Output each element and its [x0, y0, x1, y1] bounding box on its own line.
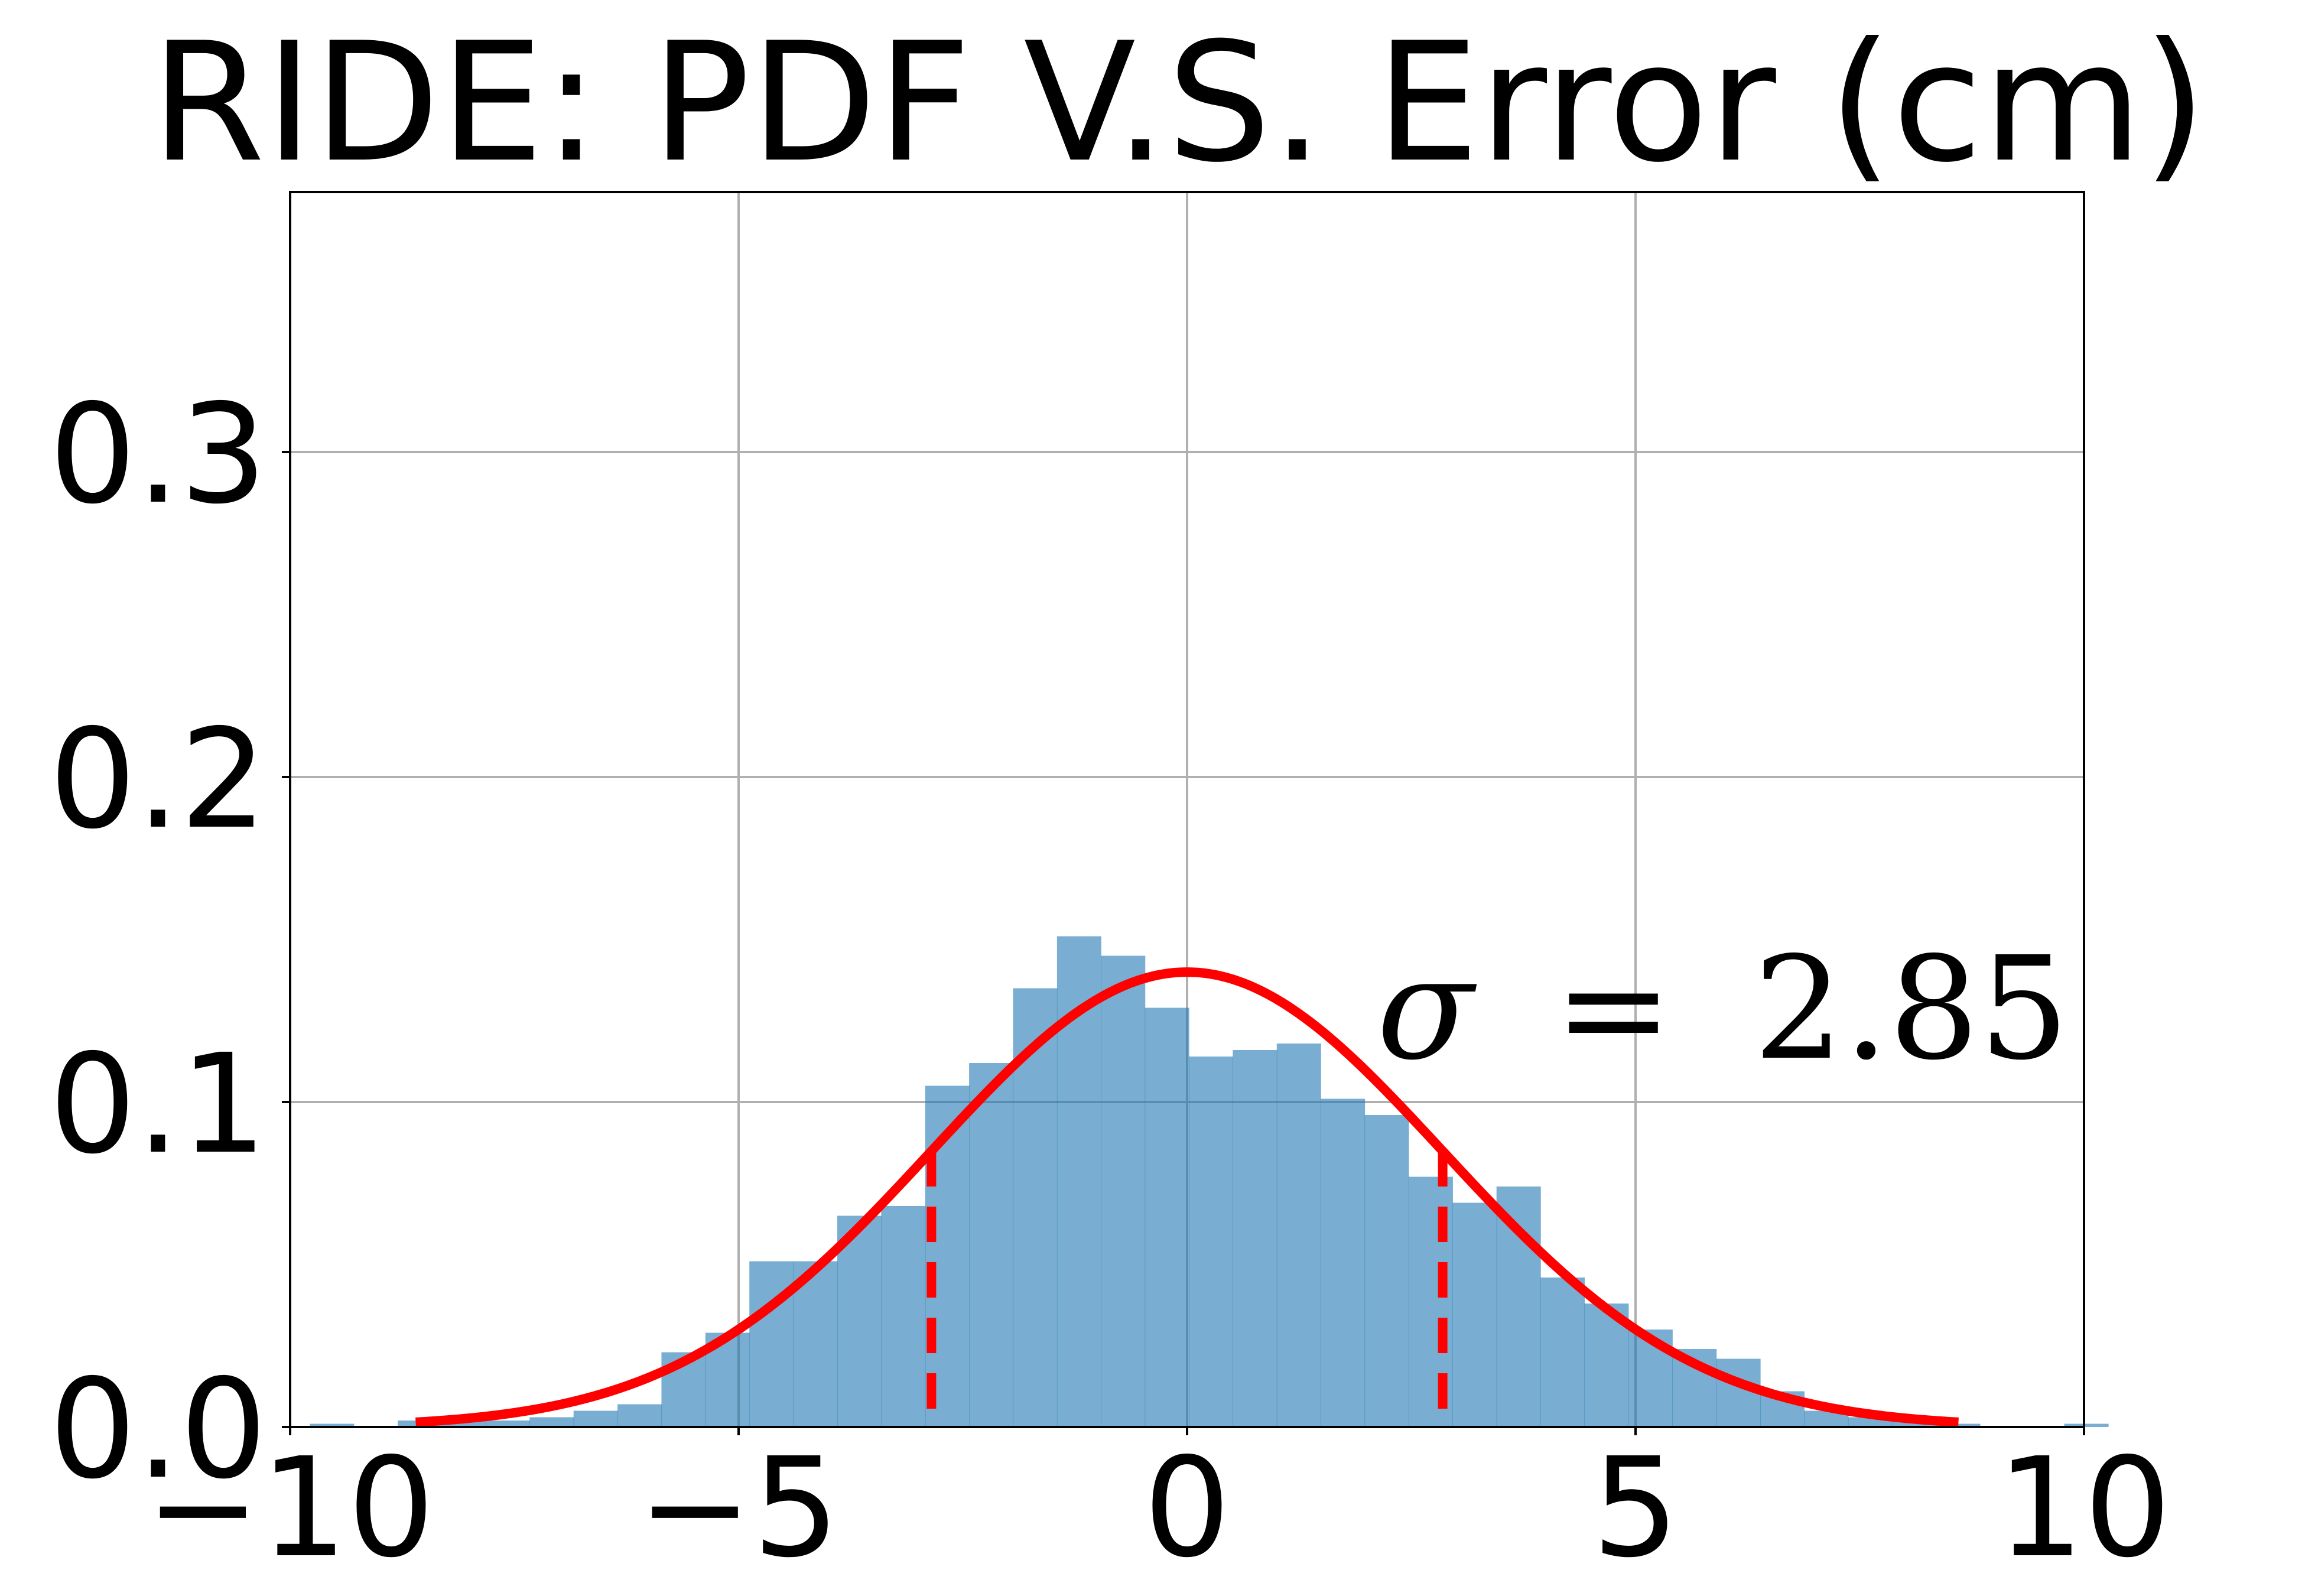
histogram-bar: [969, 1063, 1014, 1427]
histogram-bar: [310, 1423, 355, 1427]
chart-title: RIDE: PDF V.S. Error (cm): [151, 7, 2206, 199]
x-tick-label: 10: [1997, 1428, 2171, 1588]
histogram-bar: [1101, 955, 1146, 1427]
histogram-bar: [1496, 1187, 1541, 1427]
x-tick-labels: −10 −5 0 5 10: [145, 1428, 2171, 1588]
histogram-bars: [310, 936, 2109, 1427]
histogram-bar: [1233, 1050, 1277, 1427]
histogram-bar: [749, 1261, 794, 1427]
sigma-symbol: σ: [1377, 926, 1477, 1091]
histogram-bar: [1145, 1007, 1189, 1427]
grid: [290, 192, 2084, 1427]
histogram-bar: [1540, 1278, 1585, 1427]
histogram-bar: [1452, 1202, 1497, 1427]
pdf-fit-curve: [415, 967, 1959, 1427]
annotation-equals: =: [1554, 926, 1673, 1091]
histogram-bar: [1276, 1044, 1321, 1427]
sigma-value: 2.85: [1754, 926, 2069, 1091]
histogram-bar: [573, 1410, 618, 1427]
y-tick-label: 0.3: [49, 375, 267, 534]
y-tick-labels: 0.0 0.1 0.2 0.3: [49, 375, 267, 1509]
x-tick-label: 0: [1143, 1428, 1231, 1588]
x-tick-label: 5: [1592, 1428, 1679, 1588]
sigma-annotation: σ = 2.85: [1377, 926, 2069, 1091]
histogram-bar: [881, 1206, 926, 1427]
x-tick-label: −5: [638, 1428, 840, 1588]
histogram-bar: [441, 1421, 486, 1427]
histogram-bar: [529, 1417, 574, 1427]
histogram-bar: [925, 1085, 970, 1427]
histogram-bar: [2064, 1423, 2109, 1427]
y-tick-label: 0.0: [49, 1350, 267, 1509]
histogram-bar: [485, 1421, 530, 1427]
histogram-bar: [617, 1404, 662, 1427]
histogram-bar: [1364, 1115, 1409, 1427]
histogram-bar: [837, 1215, 882, 1427]
sigma-markers: [926, 1151, 1448, 1427]
x-tick-label: −10: [145, 1428, 435, 1588]
histogram-bar: [793, 1261, 838, 1427]
pdf-curve: [415, 967, 1959, 1427]
axis-ticks: [282, 451, 2085, 1435]
histogram-bar: [1189, 1057, 1234, 1427]
y-tick-label: 0.1: [49, 1025, 267, 1184]
histogram-bar: [1321, 1098, 1366, 1427]
y-tick-label: 0.2: [49, 700, 267, 859]
histogram-bar: [1716, 1358, 1761, 1427]
